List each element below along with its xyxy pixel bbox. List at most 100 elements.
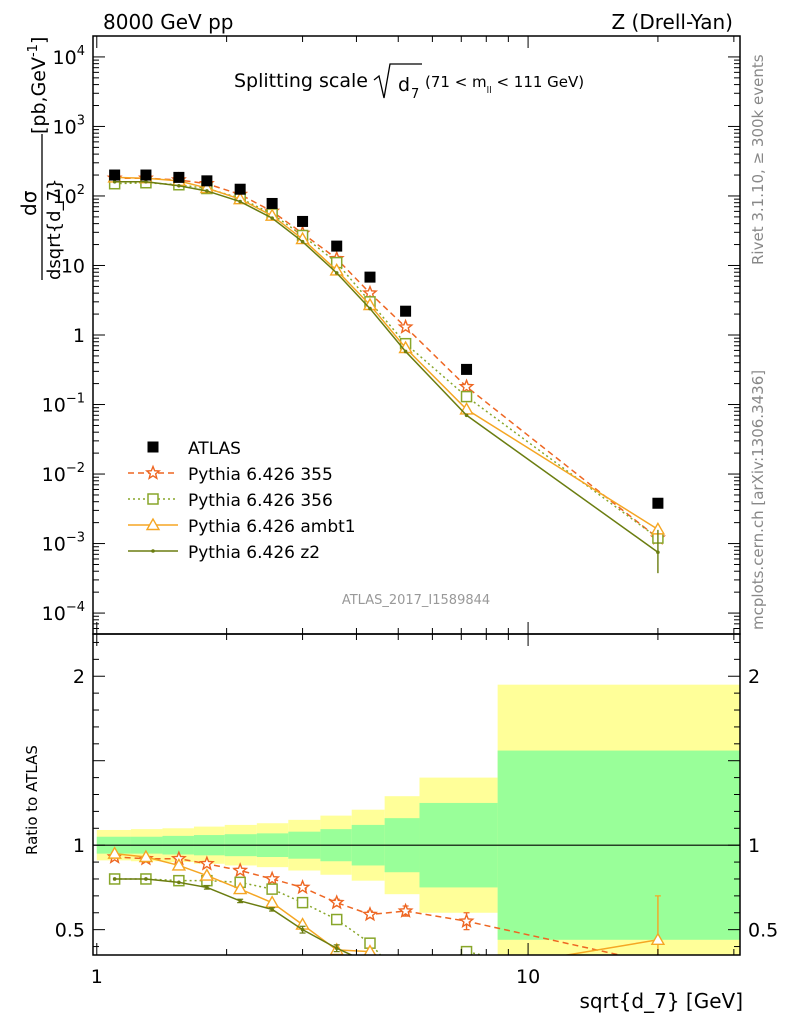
series-point-upper: [205, 189, 209, 193]
y-tick-label: 102: [53, 183, 85, 208]
series-point-upper: [361, 284, 379, 300]
series-line-upper: [114, 177, 659, 539]
series-point-upper: [460, 390, 473, 403]
legend-label: Pythia 6.426 355: [188, 465, 333, 485]
series-point-ratio: [361, 906, 379, 922]
series-point-ratio: [171, 858, 187, 871]
ratio-plot-area: [93, 844, 740, 989]
legend-label: Pythia 6.426 ambt1: [188, 517, 356, 537]
sqrt-symbol: [373, 63, 422, 99]
series-point-ratio: [205, 885, 209, 890]
legend-label: Pythia 6.426 356: [188, 491, 333, 511]
y-tick-label: 10−3: [42, 531, 85, 556]
series-point-ratio: [232, 862, 249, 878]
ratio-tick-label-right: 0.5: [748, 920, 778, 942]
rivet-version-label: Rivet 3.1.10, ≥ 300k events: [749, 54, 767, 265]
series-point-ratio: [264, 870, 281, 886]
title-cut-open: (71 < m: [425, 73, 487, 91]
series-point-ratio: [266, 883, 278, 895]
title-var-sub: 7: [411, 87, 419, 102]
series-point-upper: [368, 306, 372, 311]
data-point: [140, 169, 152, 181]
data-point: [234, 183, 246, 195]
series-line-upper: [114, 181, 659, 553]
title-cut-close: < 111 GeV): [492, 73, 584, 91]
analysis-id: ATLAS_2017_I1589844: [342, 593, 490, 608]
data-point: [461, 363, 473, 375]
legend-marker-atlas: [147, 441, 159, 453]
title-var: d: [398, 74, 410, 96]
series-point-ratio: [112, 877, 117, 881]
data-point: [266, 197, 278, 209]
series-point-upper: [144, 179, 148, 184]
series-point-ratio: [328, 894, 345, 910]
data-point: [400, 305, 412, 317]
ratio-tick-label-right: 2: [748, 666, 760, 688]
series-point-ratio: [404, 975, 408, 979]
x-tick-label: 10: [516, 966, 540, 988]
source-label: mcplots.cern.ch [arXiv:1306.3436]: [749, 370, 767, 630]
plot-title: Splitting scale d 7 (71 < mll < 111 GeV): [234, 63, 584, 102]
y-tick-label: 104: [53, 44, 85, 69]
series-point-ratio: [363, 944, 377, 955]
legend-marker: [145, 517, 161, 531]
ylabel-numerator: dσ: [17, 190, 41, 216]
series-point-upper: [403, 349, 408, 354]
upper-plot-area: [106, 169, 666, 574]
series-point-ratio: [264, 895, 280, 908]
series-point-ratio: [238, 899, 242, 903]
series-point-ratio: [400, 966, 412, 977]
series-line-upper: [114, 181, 659, 539]
series-point-ratio: [401, 979, 411, 989]
series-point-ratio: [199, 868, 215, 881]
series-point-ratio: [177, 880, 181, 885]
lower-y-axis-label: Ratio to ATLAS: [23, 745, 41, 855]
upper-y-axis-label: dσ dsqrt{d_7} [pb,GeV-1]: [17, 37, 65, 280]
series-point-upper: [300, 239, 305, 244]
series-point-ratio: [368, 962, 372, 966]
data-point: [173, 171, 185, 183]
legend: ATLAS Pythia 6.426 355 Pythia 6.426 356 Pyt…: [128, 439, 356, 563]
series-point-upper: [177, 184, 181, 188]
legend-label: Pythia 6.426 z2: [188, 543, 320, 563]
series-point-ratio: [294, 878, 311, 895]
y-tick-label: 10−1: [42, 392, 85, 417]
series-point-ratio: [397, 902, 414, 918]
series-point-upper: [464, 413, 469, 418]
y-tick-label: 10−2: [42, 461, 85, 486]
series-point-upper: [264, 208, 280, 221]
series-point-ratio: [198, 855, 215, 871]
series-point-upper: [270, 216, 274, 220]
series-point-ratio: [656, 979, 660, 983]
series-point-ratio: [270, 907, 274, 912]
series-line-ratio: [114, 856, 624, 955]
x-tick-label: 1: [91, 966, 103, 988]
ratio-tick-label: 1: [73, 835, 85, 857]
ratio-tick-label: 2: [73, 666, 85, 688]
series-point-ratio: [138, 849, 154, 863]
series-point-upper: [458, 378, 475, 394]
series-point-upper: [397, 318, 414, 334]
series-line-ratio: [114, 878, 354, 955]
ylabel-unit: [pb,GeV-1]: [26, 37, 50, 134]
series-point-ratio: [144, 877, 148, 881]
series-point-ratio: [458, 912, 475, 929]
data-point: [652, 497, 664, 509]
series-point-ratio: [232, 881, 248, 895]
data-point: [364, 271, 376, 283]
ylabel-denominator: dsqrt{d_7}: [44, 179, 65, 280]
y-tick-label: 10−4: [42, 600, 85, 625]
series-point-ratio: [330, 913, 343, 926]
y-tick-label: 10: [61, 255, 85, 277]
data-point: [109, 169, 121, 181]
series-point-ratio: [334, 946, 339, 951]
series-line-ratio: [114, 852, 659, 955]
title-main: Splitting scale: [234, 70, 368, 92]
series-point-upper: [238, 199, 242, 204]
series-point-upper: [295, 231, 310, 245]
series-point-ratio: [465, 979, 469, 983]
y-tick-label: 1: [73, 325, 85, 347]
legend-marker: [147, 493, 159, 505]
